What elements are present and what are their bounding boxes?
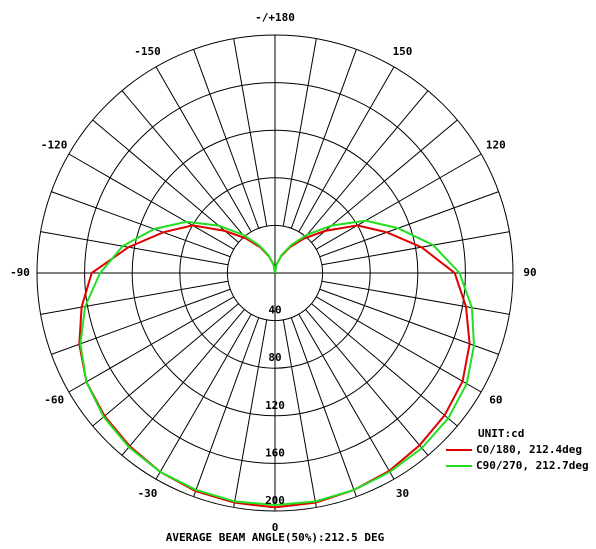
angle-label: 30 bbox=[396, 487, 409, 500]
angle-label: -120 bbox=[41, 139, 68, 152]
angle-label: 0 bbox=[272, 521, 279, 534]
angle-label: -60 bbox=[44, 394, 64, 407]
angle-label: 90 bbox=[523, 266, 536, 279]
legend-label: C0/180, 212.4deg bbox=[476, 443, 582, 456]
ring bbox=[84, 82, 466, 464]
ring-label: 160 bbox=[265, 446, 285, 459]
ring-label: 200 bbox=[265, 494, 285, 507]
angle-label: -90 bbox=[10, 266, 30, 279]
angle-label: -30 bbox=[138, 487, 158, 500]
ring bbox=[226, 224, 324, 322]
series-line bbox=[79, 219, 476, 507]
angle-label: -150 bbox=[134, 45, 161, 58]
ring-label: 80 bbox=[268, 351, 281, 364]
legend-label: C90/270, 212.7deg bbox=[476, 459, 589, 472]
angle-label: 150 bbox=[393, 45, 413, 58]
angle-label: 60 bbox=[489, 394, 502, 407]
ring-label: 40 bbox=[268, 304, 281, 317]
ring-label: 120 bbox=[265, 399, 285, 412]
angle-label: -/+180 bbox=[255, 11, 295, 24]
series-line bbox=[78, 224, 471, 509]
angle-label: 120 bbox=[486, 139, 506, 152]
footer: AVERAGE BEAM ANGLE(50%):212.5 DEG bbox=[166, 531, 385, 544]
unit-label: UNIT:cd bbox=[478, 427, 524, 440]
ring bbox=[179, 177, 371, 369]
ring bbox=[131, 129, 419, 417]
ring bbox=[36, 34, 514, 512]
